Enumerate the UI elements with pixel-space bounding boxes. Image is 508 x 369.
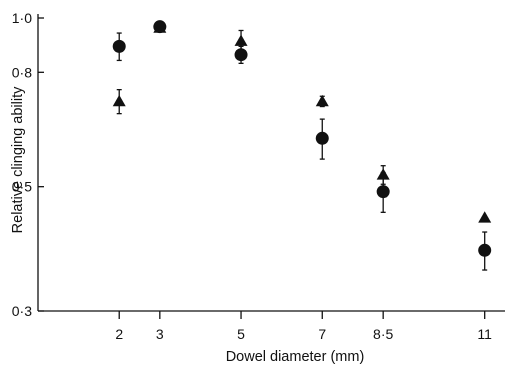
data-point-circle (478, 243, 492, 257)
axes (37, 14, 505, 312)
x-tick-label: 3 (156, 326, 164, 342)
y-tick-label: 0·8 (12, 64, 32, 80)
y-tick-label: 0·3 (12, 303, 32, 319)
data-point-circle (234, 48, 248, 62)
x-tick-label: 2 (115, 326, 123, 342)
data-point-circle (315, 131, 329, 145)
data-point-triangle (234, 34, 248, 46)
data-point-triangle (376, 168, 390, 180)
data-point-circle (376, 185, 390, 199)
x-tick-label: 7 (318, 326, 326, 342)
data-point-triangle (153, 21, 167, 33)
tick-labels: 0·3 0·5 0·8 1·0 2 3 5 7 8·5 11 (12, 10, 492, 342)
data-point-circle (112, 39, 126, 53)
tick-marks (38, 17, 486, 319)
x-tick-label: 5 (237, 326, 245, 342)
error-bars (116, 23, 488, 271)
x-axis-label: Dowel diameter (mm) (226, 349, 365, 365)
y-tick-label: 0·5 (12, 179, 32, 195)
y-tick-label: 1·0 (12, 10, 32, 26)
x-tick-label: 8·5 (373, 326, 393, 342)
x-tick-label: 11 (477, 326, 492, 342)
y-axis-label: Relative clinging ability (10, 86, 26, 233)
data-point-triangle (112, 94, 126, 107)
data-markers (112, 20, 492, 257)
data-point-triangle (315, 94, 329, 107)
data-point-triangle (478, 211, 492, 223)
